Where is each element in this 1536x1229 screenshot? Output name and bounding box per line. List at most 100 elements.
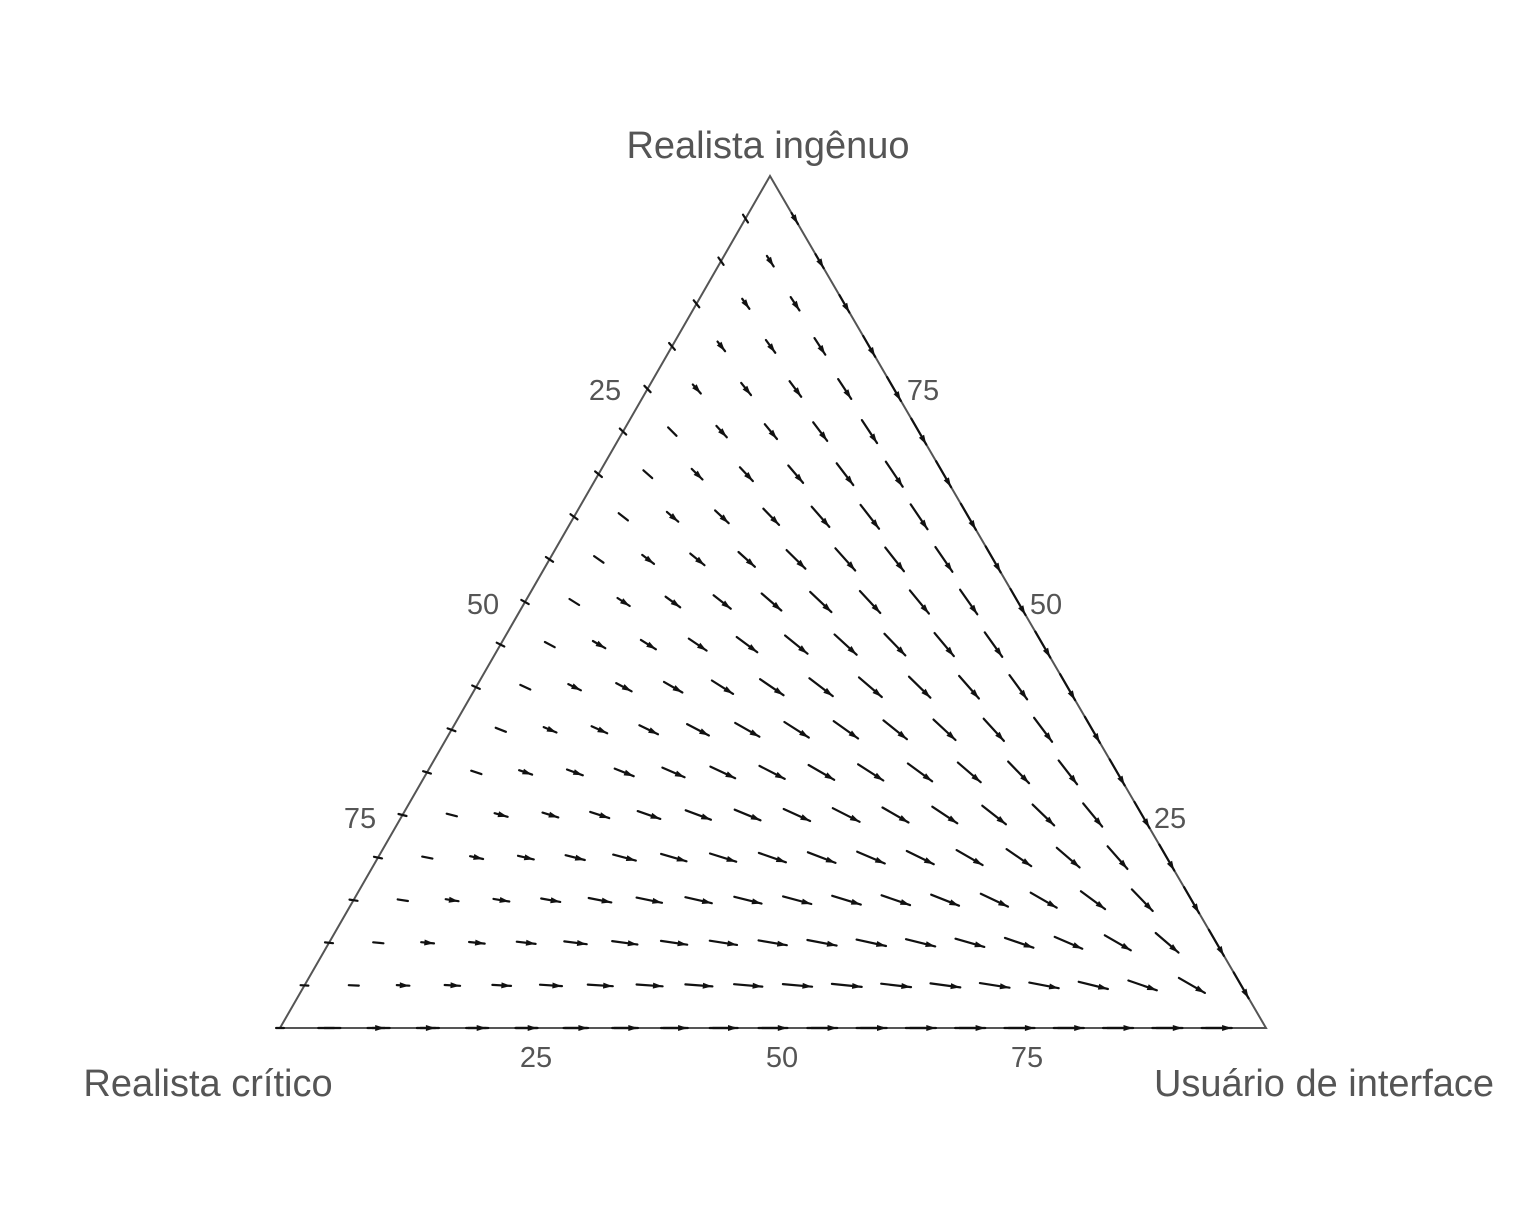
vector-arrow-head — [923, 857, 934, 865]
vector-arrow-head — [918, 434, 927, 445]
tick-bottom-25: 25 — [520, 1042, 552, 1074]
vector-arrow-head — [744, 472, 753, 482]
vector-arrow-head — [800, 814, 811, 821]
vector-arrow-head — [752, 982, 763, 989]
vector-arrow-head — [474, 939, 485, 946]
vector-arrow-head — [597, 726, 608, 734]
vector-arrow-head — [893, 391, 901, 401]
vector-arrow-head — [697, 642, 707, 651]
vector-arrow-head — [501, 982, 511, 989]
vector-arrow-head — [825, 856, 836, 863]
vector-arrow-head — [1072, 942, 1083, 949]
vector-arrow-head — [652, 897, 662, 904]
vector-arrow-head — [766, 256, 774, 267]
vector-arrow — [569, 513, 579, 521]
vector-arrow-head — [802, 982, 813, 989]
vector-arrow — [543, 640, 556, 649]
vector-arrow-head — [898, 815, 909, 823]
vector-arrow — [618, 427, 628, 436]
vector-arrow-head — [701, 898, 712, 904]
vector-arrow-head — [822, 603, 832, 613]
vector-arrow-head — [1019, 689, 1028, 700]
tick-bottom-50: 50 — [766, 1042, 798, 1074]
vector-arrow-head — [794, 473, 804, 483]
vector-arrow-head — [1092, 733, 1100, 743]
vector-arrow-head — [1166, 860, 1175, 871]
vector-arrow — [396, 898, 409, 903]
vector-arrow — [643, 384, 652, 394]
vector-arrow-head — [1046, 900, 1057, 908]
vector-arrow-head — [1195, 985, 1205, 993]
vector-arrow-head — [945, 646, 954, 657]
vector-arrow-head — [499, 897, 510, 903]
vector-arrow-head — [621, 684, 632, 692]
vector-arrow-head — [1095, 901, 1106, 910]
vector-arrow-head — [823, 687, 833, 697]
vector-arrow-head — [799, 729, 809, 738]
vector-field — [275, 212, 1250, 1031]
vector-arrow — [422, 770, 432, 775]
vector-arrow-head — [1118, 859, 1128, 869]
vector-arrow-head — [648, 727, 658, 735]
vector-arrow-head — [497, 811, 508, 818]
vector-arrow — [372, 855, 384, 860]
vector-arrow-head — [674, 770, 685, 778]
vector-arrow-head — [725, 771, 736, 779]
vector-arrow-head — [798, 645, 808, 654]
vector-arrow — [495, 641, 506, 648]
vector-arrow-head — [895, 561, 904, 572]
vector-arrow-head — [920, 604, 929, 614]
vector-arrow — [692, 299, 701, 309]
vector-arrow-head — [869, 433, 878, 444]
vector-arrow-head — [749, 729, 760, 737]
vector-arrow — [741, 213, 750, 224]
vector-arrow — [520, 598, 530, 606]
vector-arrow-head — [774, 771, 785, 779]
vector-arrow — [446, 727, 457, 733]
vector-arrow-head — [970, 689, 979, 699]
vector-arrow-head — [1093, 817, 1103, 827]
vector-arrow-head — [747, 644, 758, 653]
vector-arrow-head — [996, 816, 1006, 825]
vector-arrow-head — [672, 685, 683, 693]
vector-arrow-head — [922, 773, 933, 782]
vector-arrow-head — [944, 562, 953, 572]
vector-arrow — [544, 555, 555, 563]
vector-arrow-head — [1169, 944, 1179, 953]
vector-arrow-head — [399, 982, 410, 989]
vector-arrow-head — [820, 517, 830, 527]
vector-arrow-head — [819, 431, 828, 441]
vector-arrow — [397, 812, 408, 818]
vector-arrow-head — [750, 813, 761, 821]
vector-arrow-head — [525, 939, 536, 946]
vector-arrow-head — [546, 726, 557, 733]
vector-arrow-head — [845, 475, 854, 486]
vector-arrow-head — [693, 470, 703, 480]
vector-arrow-head — [571, 683, 581, 691]
vector-arrow — [445, 812, 458, 818]
vector-arrow-head — [572, 769, 583, 776]
vector-arrow-head — [702, 982, 713, 989]
vector-arrow-head — [793, 387, 802, 397]
vector-arrow-head — [998, 899, 1008, 907]
vector-arrow-head — [552, 982, 562, 989]
vector-arrow — [372, 941, 385, 945]
vector-arrow-head — [843, 389, 852, 399]
vector-arrow-head — [994, 647, 1003, 657]
vector-arrow-head — [875, 941, 886, 947]
vector-arrow-head — [716, 341, 726, 352]
vector-arrow-head — [1021, 858, 1032, 867]
vector-arrow-head — [995, 731, 1004, 741]
vector-arrow-head — [522, 768, 533, 775]
vector-arrow-head — [999, 983, 1010, 990]
vector-arrow-head — [1097, 983, 1108, 990]
vector-arrow-head — [847, 646, 857, 655]
vector-arrow-head — [776, 940, 787, 947]
vector-arrow-head — [1216, 946, 1224, 956]
vector-arrow-head — [699, 728, 709, 736]
vector-arrow-head — [700, 813, 711, 820]
vector-arrow-head — [1045, 816, 1055, 826]
vector-arrow-head — [816, 258, 824, 269]
vector-arrow-head — [849, 814, 860, 822]
tick-bottom-75: 75 — [1011, 1042, 1043, 1074]
